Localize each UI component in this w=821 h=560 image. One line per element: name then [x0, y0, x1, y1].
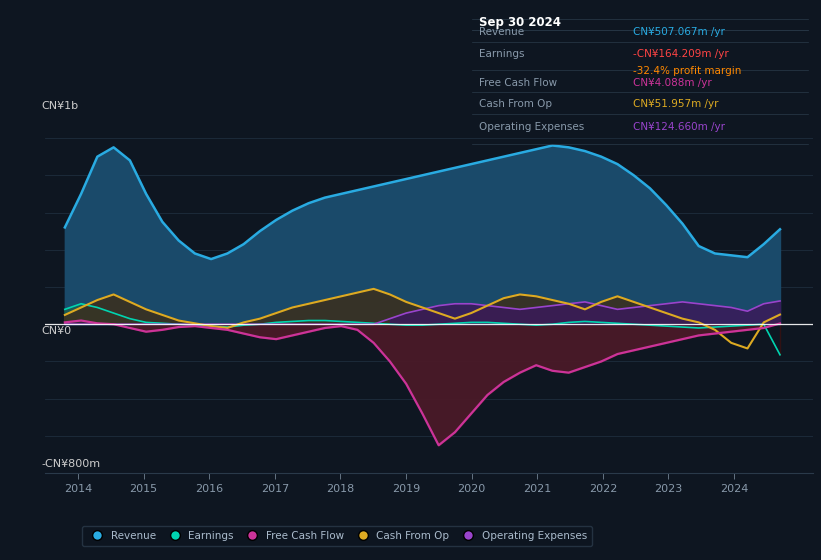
Text: CN¥124.660m /yr: CN¥124.660m /yr	[633, 122, 725, 132]
Text: -32.4% profit margin: -32.4% profit margin	[633, 66, 741, 76]
Text: -CN¥164.209m /yr: -CN¥164.209m /yr	[633, 49, 729, 59]
Text: Free Cash Flow: Free Cash Flow	[479, 78, 557, 88]
Text: -CN¥800m: -CN¥800m	[41, 459, 100, 469]
Legend: Revenue, Earnings, Free Cash Flow, Cash From Op, Operating Expenses: Revenue, Earnings, Free Cash Flow, Cash …	[81, 526, 592, 546]
Text: Sep 30 2024: Sep 30 2024	[479, 16, 561, 29]
Text: CN¥0: CN¥0	[41, 326, 71, 336]
Text: CN¥507.067m /yr: CN¥507.067m /yr	[633, 26, 725, 36]
Text: Cash From Op: Cash From Op	[479, 99, 552, 109]
Text: Revenue: Revenue	[479, 26, 524, 36]
Text: Operating Expenses: Operating Expenses	[479, 122, 584, 132]
Text: Earnings: Earnings	[479, 49, 525, 59]
Text: CN¥1b: CN¥1b	[41, 101, 79, 111]
Text: CN¥51.957m /yr: CN¥51.957m /yr	[633, 99, 718, 109]
Text: CN¥4.088m /yr: CN¥4.088m /yr	[633, 78, 712, 88]
